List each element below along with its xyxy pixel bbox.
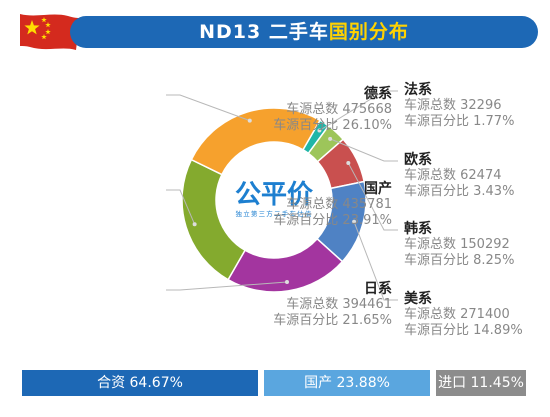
slice-share-1: 车源百分比 3.43% xyxy=(404,184,515,199)
slice-share-2: 车源百分比 8.25% xyxy=(404,253,515,268)
title-highlight: 国别分布 xyxy=(328,21,409,43)
slice-share-6: 车源百分比 26.10% xyxy=(273,118,392,133)
slice-name-1: 欧系 xyxy=(404,152,432,168)
leader-dot-5 xyxy=(192,222,197,227)
slice-share-0: 车源百分比 1.77% xyxy=(404,114,515,129)
slice-name-6: 德系 xyxy=(364,86,392,102)
leader-dot-4 xyxy=(284,279,289,284)
slice-label-6: 德系 车源总数 475668 车源百分比 26.10% xyxy=(273,86,392,134)
page-title: ND13 二手车国别分布 xyxy=(70,16,538,48)
leader-dot-3 xyxy=(352,219,357,224)
summary-jv: 合资 64.67% xyxy=(22,370,258,396)
logo-sub-text: 独立第三方二手车估值 xyxy=(236,209,313,218)
slice-share-5: 车源百分比 23.91% xyxy=(273,213,392,228)
leader-line-4 xyxy=(166,281,288,291)
slice-name-3: 美系 xyxy=(404,291,432,307)
leader-dot-0 xyxy=(317,128,322,133)
slice-name-4: 日系 xyxy=(364,281,392,297)
logo: 公平价 独立第三方二手车估值 xyxy=(235,180,314,218)
leader-line-6 xyxy=(166,94,250,122)
leader-line-3 xyxy=(353,221,398,301)
china-flag-icon xyxy=(20,14,80,50)
slice-name-5: 国产 xyxy=(364,181,392,197)
slice-label-4: 日系 车源总数 394461 车源百分比 21.65% xyxy=(273,281,392,329)
leader-line-2 xyxy=(347,162,398,231)
slice-label-1: 欧系 车源总数 62474 车源百分比 3.43% xyxy=(404,152,514,200)
leader-line-0 xyxy=(319,90,398,131)
donut-slices xyxy=(181,107,367,293)
slice-label-3: 美系 车源总数 271400 车源百分比 14.89% xyxy=(404,291,523,339)
slice-count-2: 车源总数 150292 xyxy=(404,237,510,252)
leader-line-1 xyxy=(329,138,398,162)
leader-dot-2 xyxy=(346,161,351,166)
slice-label-5: 国产 车源总数 435781 车源百分比 23.91% xyxy=(273,181,392,229)
logo-main-text: 公平价 xyxy=(235,180,314,210)
slice-label-0: 法系 车源总数 32296 车源百分比 1.77% xyxy=(404,82,514,130)
slice-count-1: 车源总数 62474 xyxy=(404,168,502,183)
slice-6 xyxy=(190,107,322,176)
slice-label-2: 韩系 车源总数 150292 车源百分比 8.25% xyxy=(404,221,514,269)
slice-count-6: 车源总数 475668 xyxy=(286,102,392,117)
slice-name-2: 韩系 xyxy=(404,221,432,237)
leader-dot-6 xyxy=(247,118,252,123)
slice-count-4: 车源总数 394461 xyxy=(286,297,392,312)
leader-lines xyxy=(166,90,398,301)
slice-name-0: 法系 xyxy=(404,82,432,98)
title-prefix: ND13 二手车 xyxy=(199,21,329,43)
slice-count-0: 车源总数 32296 xyxy=(404,98,502,113)
slice-share-3: 车源百分比 14.89% xyxy=(404,323,523,338)
slice-5 xyxy=(181,158,247,281)
leader-line-5 xyxy=(166,189,196,225)
leader-dot-1 xyxy=(328,136,333,141)
slice-share-4: 车源百分比 21.65% xyxy=(273,313,392,328)
header: ND13 二手车国别分布 xyxy=(18,12,538,52)
summary-domestic: 国产 23.88% xyxy=(264,370,430,396)
slice-count-5: 车源总数 435781 xyxy=(286,197,392,212)
summary-import: 进口 11.45% xyxy=(436,370,526,396)
title-banner xyxy=(70,16,538,48)
slice-count-3: 车源总数 271400 xyxy=(404,307,510,322)
